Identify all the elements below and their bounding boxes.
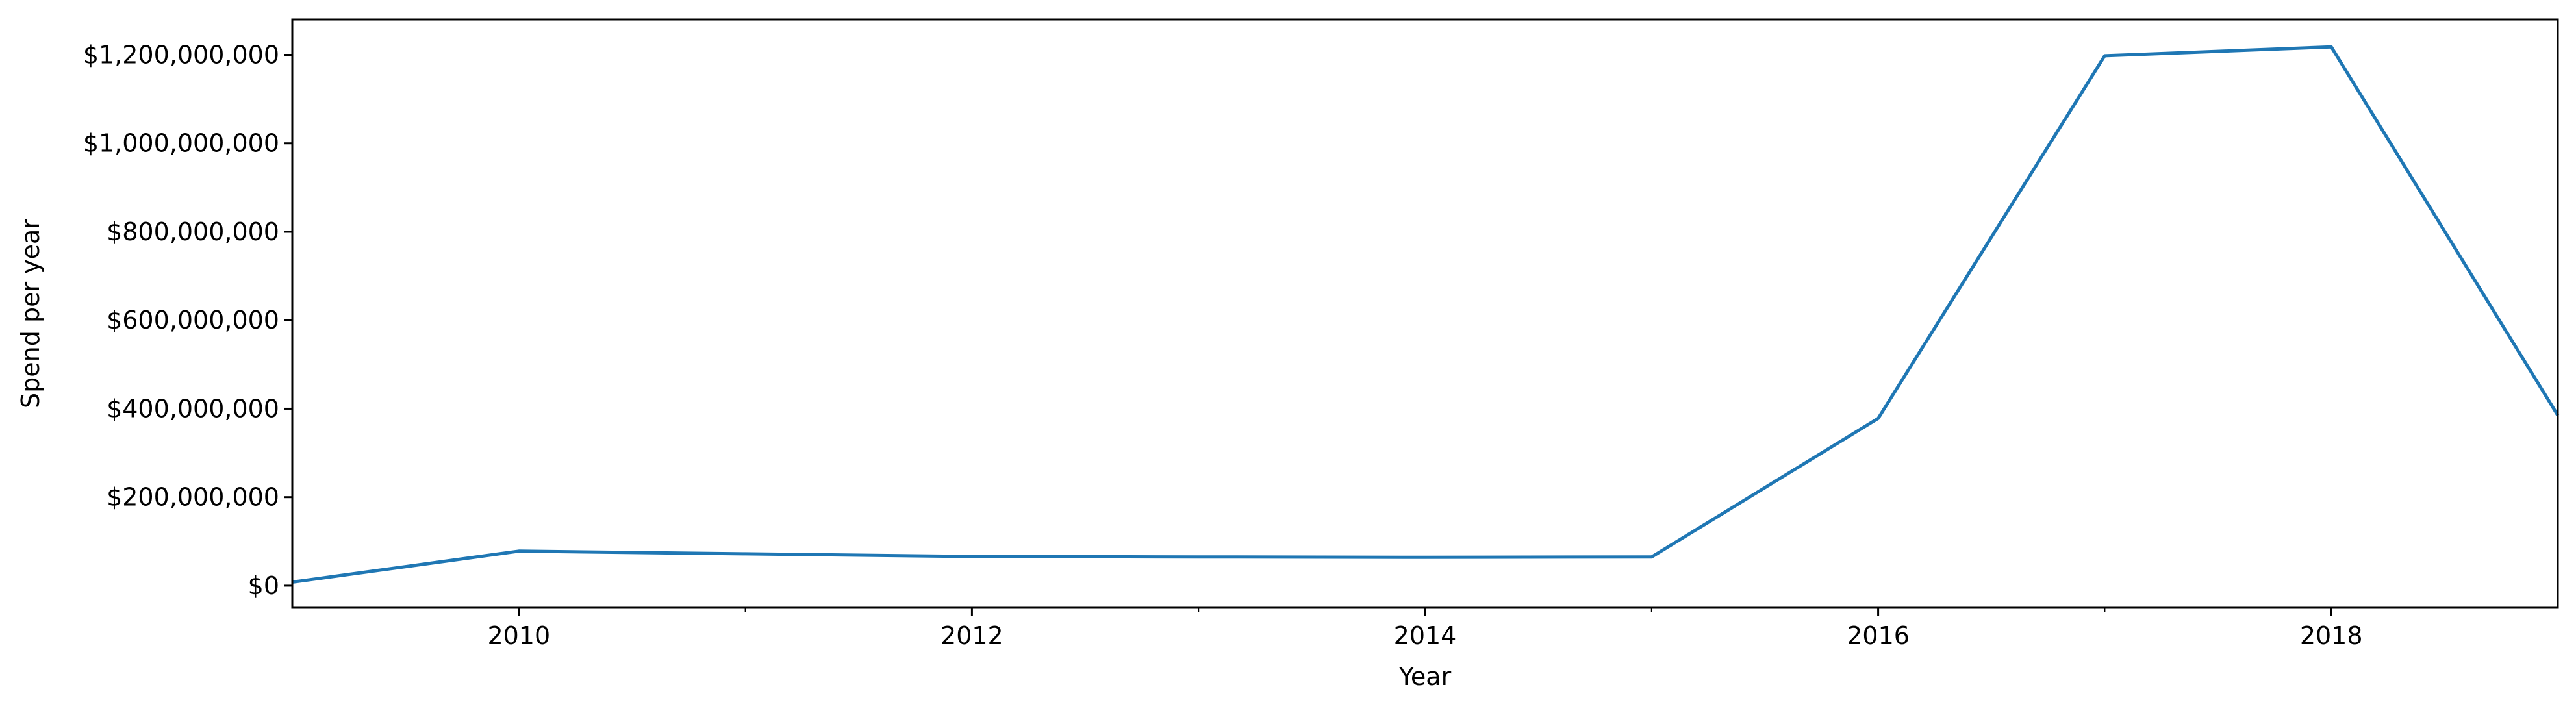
y-tick-label: $1,000,000,000 (83, 129, 279, 158)
x-tick-label: 2012 (941, 621, 1004, 650)
x-tick-label: 2014 (1394, 621, 1457, 650)
y-tick-label: $200,000,000 (107, 483, 279, 512)
x-axis: 2010 2012 2014 2016 2018 (487, 608, 2363, 650)
y-axis-label: Spend per year (16, 219, 45, 408)
y-tick-label: $600,000,000 (107, 306, 279, 334)
x-tick-label: 2018 (2300, 621, 2363, 650)
plot-area (292, 45, 2560, 584)
series-line-0 (292, 45, 2560, 584)
x-tick-label: 2016 (1847, 621, 1910, 650)
y-axis: $0 $200,000,000 $400,000,000 $600,000,000 $8… (83, 40, 292, 600)
y-tick-label: $0 (248, 571, 279, 600)
y-tick-label: $800,000,000 (107, 218, 279, 246)
y-tick-label: $1,200,000,000 (83, 40, 279, 69)
x-tick-label: 2010 (487, 621, 550, 650)
y-tick-label: $400,000,000 (107, 394, 279, 423)
plot-frame (291, 18, 2559, 609)
x-axis-label: Year (1398, 662, 1452, 691)
